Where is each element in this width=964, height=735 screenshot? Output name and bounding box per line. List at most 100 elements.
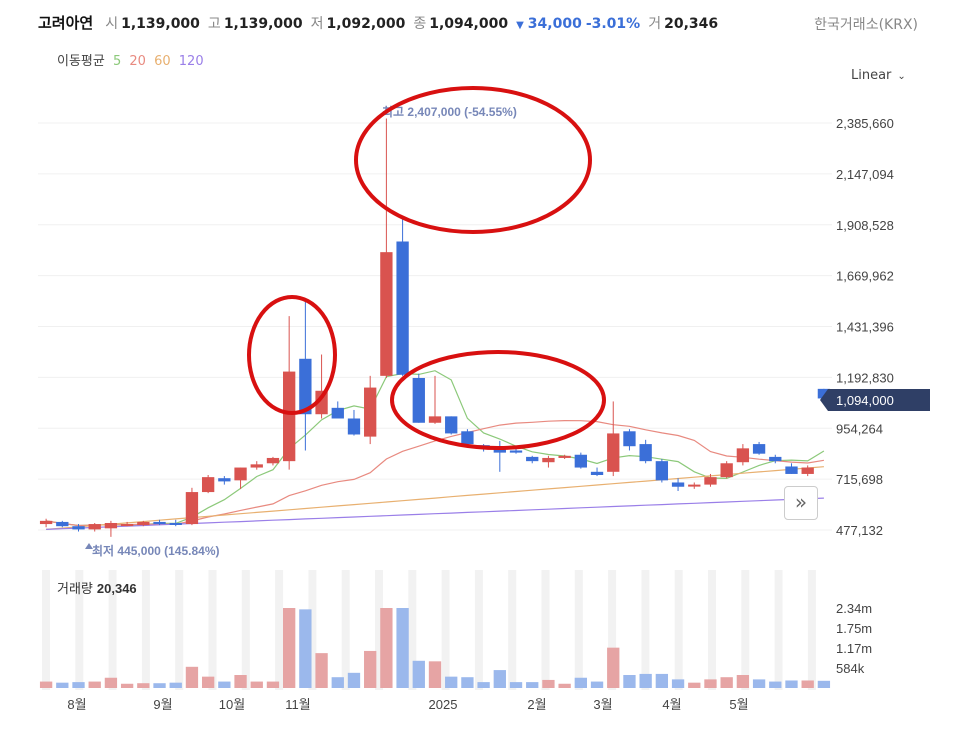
- stock-name[interactable]: 고려아연: [38, 14, 94, 32]
- volume-bar: [218, 681, 231, 688]
- change-down-icon: ▼: [516, 20, 524, 31]
- highlight-circle-peak: [354, 86, 592, 234]
- volume-bar: [704, 679, 717, 688]
- current-price-tag: 1,094,000: [820, 389, 930, 411]
- scale-label: Linear: [851, 68, 892, 83]
- close-value: 1,094,000: [429, 16, 509, 32]
- ma-60-line: [46, 466, 824, 530]
- volume-value: 20,346: [664, 16, 719, 32]
- time-axis-tick: 5월: [729, 697, 748, 712]
- volume-bar: [493, 670, 506, 688]
- candle-body: [185, 492, 199, 525]
- price-axis-tick: 1,192,830: [836, 370, 894, 385]
- low-label: 저: [310, 16, 324, 32]
- candle-body: [39, 520, 53, 525]
- high-annotation: 최고 2,407,000 (-54.55%): [382, 104, 517, 119]
- candle-body: [428, 416, 442, 423]
- candle-body: [88, 524, 101, 530]
- candle-body: [445, 416, 458, 434]
- ma-120: 120: [178, 54, 204, 69]
- candle-body: [380, 252, 393, 376]
- volume-bar: [509, 682, 523, 688]
- stock-header: 고려아연 시 1,139,000 고 1,139,000 저 1,092,000…: [38, 12, 726, 34]
- moving-average-legend[interactable]: 이동평균 5 20 60 120: [57, 50, 204, 69]
- scale-dropdown[interactable]: Linear ⌄: [851, 68, 906, 83]
- volume-axis-tick: 1.17m: [836, 641, 872, 656]
- volume-axis-tick: 1.75m: [836, 621, 872, 636]
- price-axis-tick: 477,132: [836, 523, 883, 538]
- volume-bar: [785, 680, 798, 688]
- price-axis-tick: 1,669,962: [836, 269, 894, 284]
- candle-body: [704, 477, 717, 485]
- candle-body: [331, 407, 344, 419]
- volume-bar: [201, 676, 215, 688]
- volume-bar: [412, 660, 425, 688]
- volume-bar: [283, 608, 296, 688]
- volume-bar: [542, 679, 555, 688]
- candle-body: [817, 388, 831, 399]
- highlight-circle-october: [247, 295, 337, 415]
- volume-axis-tick: 584k: [836, 661, 865, 676]
- open-value: 1,139,000: [121, 16, 200, 32]
- volume-bar: [380, 608, 393, 688]
- volume-bar: [39, 681, 53, 688]
- volume-bar: [607, 647, 620, 688]
- candle-body: [623, 431, 636, 447]
- time-axis-tick: 11월: [285, 697, 310, 712]
- candle-body: [769, 456, 782, 462]
- expand-chart-button[interactable]: »: [784, 486, 818, 520]
- candle-body: [234, 467, 247, 481]
- time-axis-tick: 3월: [593, 697, 612, 712]
- volume-bar: [56, 682, 69, 688]
- current-price-value: 1,094,000: [836, 393, 894, 408]
- volume-bar: [769, 681, 782, 688]
- price-axis-tick: 2,147,094: [836, 167, 894, 182]
- volume-bar: [72, 682, 85, 688]
- price-axis-tick: 1,908,528: [836, 218, 894, 233]
- candle-body: [542, 457, 555, 463]
- volume-bar: [428, 661, 442, 688]
- volume-bar: [169, 682, 182, 688]
- low-annotation: 최저 445,000 (145.84%): [92, 543, 220, 558]
- candle-body: [153, 521, 166, 525]
- volume-bar: [315, 653, 328, 688]
- ma-60: 60: [154, 54, 171, 69]
- candle-body: [526, 456, 539, 462]
- candle-body: [509, 450, 523, 453]
- price-axis-tick: 715,698: [836, 472, 883, 487]
- candle-body: [558, 455, 571, 458]
- volume-bar: [736, 675, 750, 688]
- candle-body: [493, 448, 506, 453]
- close-label: 종: [413, 16, 427, 32]
- candle-body: [720, 463, 733, 478]
- ma-5: 5: [112, 54, 122, 69]
- candle-body: [736, 448, 750, 463]
- open-label: 시: [105, 16, 119, 32]
- volume-bar: [88, 681, 101, 688]
- time-axis-tick: 8월: [67, 697, 86, 712]
- time-axis-tick: 2025: [429, 697, 458, 712]
- volume-bar: [574, 677, 587, 688]
- candle-body: [218, 478, 231, 482]
- volume-bar: [299, 609, 312, 688]
- candle-body: [315, 390, 328, 415]
- volume-bar: [331, 677, 344, 688]
- candle-body: [801, 467, 814, 474]
- candle-body: [607, 433, 620, 472]
- candle-body: [137, 521, 150, 526]
- candle-body: [299, 358, 312, 415]
- price-axis-tick: 954,264: [836, 421, 883, 436]
- volume-label: 거: [648, 16, 662, 32]
- price-axis-tick: 1,431,396: [836, 320, 894, 335]
- volume-bar: [477, 682, 490, 688]
- ma-20-line: [46, 419, 824, 527]
- moving-average-label: 이동평균: [57, 54, 105, 69]
- candle-body: [169, 522, 182, 525]
- volume-bar: [720, 677, 733, 688]
- volume-bar: [266, 681, 280, 688]
- candle-body: [655, 461, 669, 481]
- volume-bar: [590, 681, 604, 688]
- candle-body: [201, 477, 215, 493]
- candle-body: [347, 418, 361, 435]
